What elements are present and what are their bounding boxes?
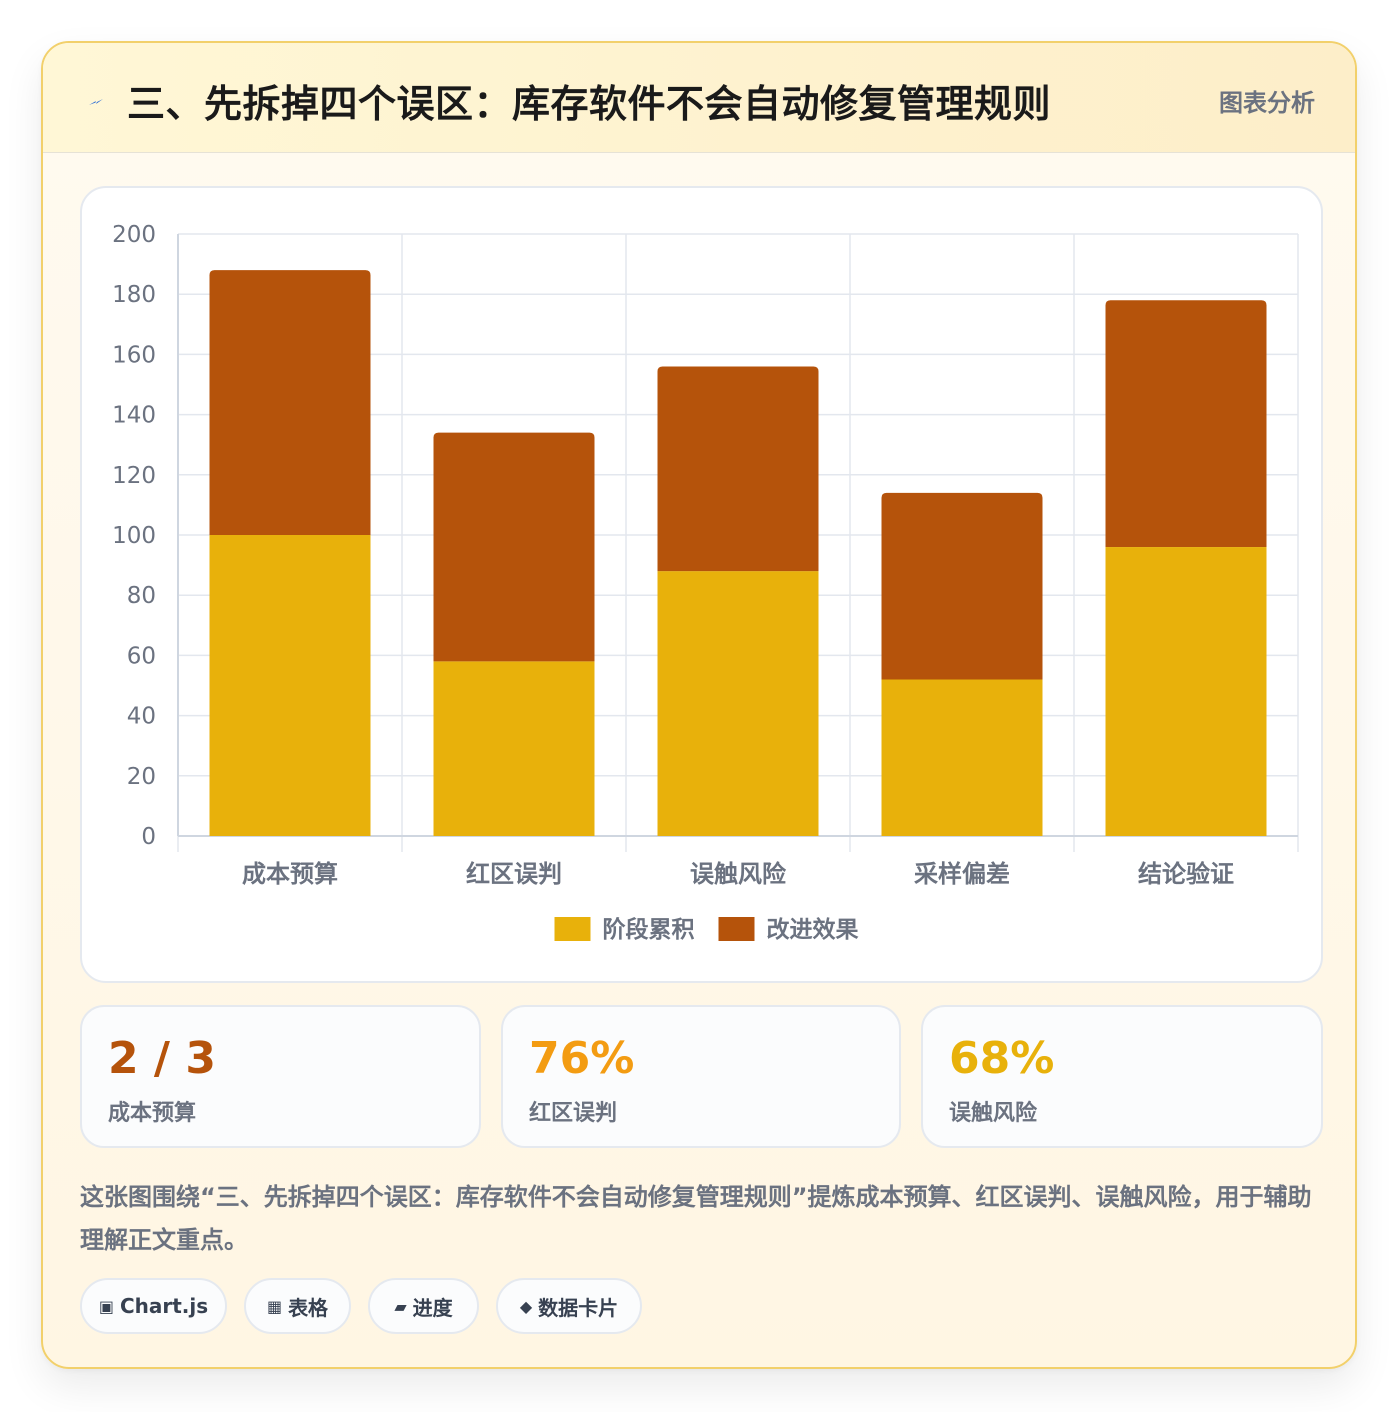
y-tick-label: 100 [112, 523, 156, 549]
kpi-value: 2 / 3 [108, 1033, 216, 1084]
legend-label: 阶段累积 [603, 916, 695, 943]
bar-阶段累积 [1105, 547, 1267, 836]
kpi-value: 68% [949, 1033, 1055, 1084]
table-icon: ▦ [266, 1296, 283, 1316]
chart-container: 0 20 40 60 80 100 120 140 160 180 200 成本预算 红区误判 误触风险 采… [80, 186, 1323, 983]
tag-label: 表格 [288, 1295, 329, 1320]
y-tick-label: 180 [112, 282, 156, 308]
x-tick-label: 采样偏差 [914, 860, 1010, 888]
kpi-card-1: 76% 红区误判 [501, 1005, 901, 1148]
bar-阶段累积 [881, 679, 1043, 836]
y-tick-label: 20 [127, 764, 156, 790]
y-tick-label: 160 [112, 342, 156, 368]
chart-icon: ▣ [98, 1296, 114, 1316]
kpi-card-0: 2 / 3 成本预算 [80, 1005, 481, 1148]
kpi-card-2: 68% 误触风险 [921, 1005, 1323, 1148]
progress-icon: ▰ [394, 1296, 407, 1316]
tag-label: 数据卡片 [538, 1295, 619, 1320]
tag-progress[interactable]: ▰ 进度 [368, 1278, 479, 1334]
chart-description: 这张图围绕“三、先拆掉四个误区：库存软件不会自动修复管理规则”提炼成本预算、红区… [80, 1183, 1312, 1254]
bar-阶段累积 [209, 535, 371, 836]
stacked-bar-chart: 0 20 40 60 80 100 120 140 160 180 200 成本预算 红区误判 误触风险 采… [112, 222, 1299, 943]
x-tick-label: 误触风险 [690, 860, 787, 888]
bar-改进效果 [1105, 300, 1267, 548]
y-tick-label: 140 [112, 403, 156, 429]
bolt-icon [89, 99, 103, 105]
chart-card: 三、先拆掉四个误区：库存软件不会自动修复管理规则 图表分析 0 20 40 60 80 1… [41, 41, 1357, 1369]
y-tick-label: 60 [127, 643, 156, 669]
card-header: 三、先拆掉四个误区：库存软件不会自动修复管理规则 图表分析 [43, 43, 1355, 153]
kpi-label: 红区误判 [529, 1101, 618, 1126]
y-tick-label: 40 [127, 704, 156, 730]
bar-改进效果 [433, 432, 595, 662]
legend-label: 改进效果 [767, 916, 859, 943]
page-title: 三、先拆掉四个误区：库存软件不会自动修复管理规则 [127, 82, 1052, 126]
x-tick-label: 红区误判 [466, 860, 562, 888]
bar-阶段累积 [433, 661, 595, 836]
kpi-label: 成本预算 [108, 1101, 197, 1126]
kpi-label: 误触风险 [949, 1101, 1038, 1126]
tag-table[interactable]: ▦ 表格 [244, 1278, 351, 1334]
kpi-value: 76% [529, 1033, 635, 1084]
header-tag: 图表分析 [1219, 89, 1315, 117]
legend-swatch [554, 917, 591, 941]
y-tick-label: 0 [141, 824, 156, 850]
diamond-icon: ◆ [519, 1296, 533, 1316]
x-tick-label: 结论验证 [1138, 860, 1234, 888]
bar-阶段累积 [657, 571, 819, 836]
y-tick-label: 200 [112, 222, 156, 248]
y-tick-label: 80 [127, 583, 156, 609]
bar-改进效果 [881, 492, 1043, 680]
y-tick-label: 120 [112, 463, 156, 489]
legend-swatch [718, 917, 755, 941]
bar-改进效果 [209, 270, 371, 535]
tag-label: Chart.js [119, 1294, 209, 1318]
tag-data-card[interactable]: ◆ 数据卡片 [496, 1278, 642, 1334]
x-tick-label: 成本预算 [242, 860, 338, 888]
tag-chartjs[interactable]: ▣ Chart.js [80, 1278, 227, 1334]
bar-改进效果 [657, 366, 819, 572]
tag-label: 进度 [412, 1295, 453, 1320]
